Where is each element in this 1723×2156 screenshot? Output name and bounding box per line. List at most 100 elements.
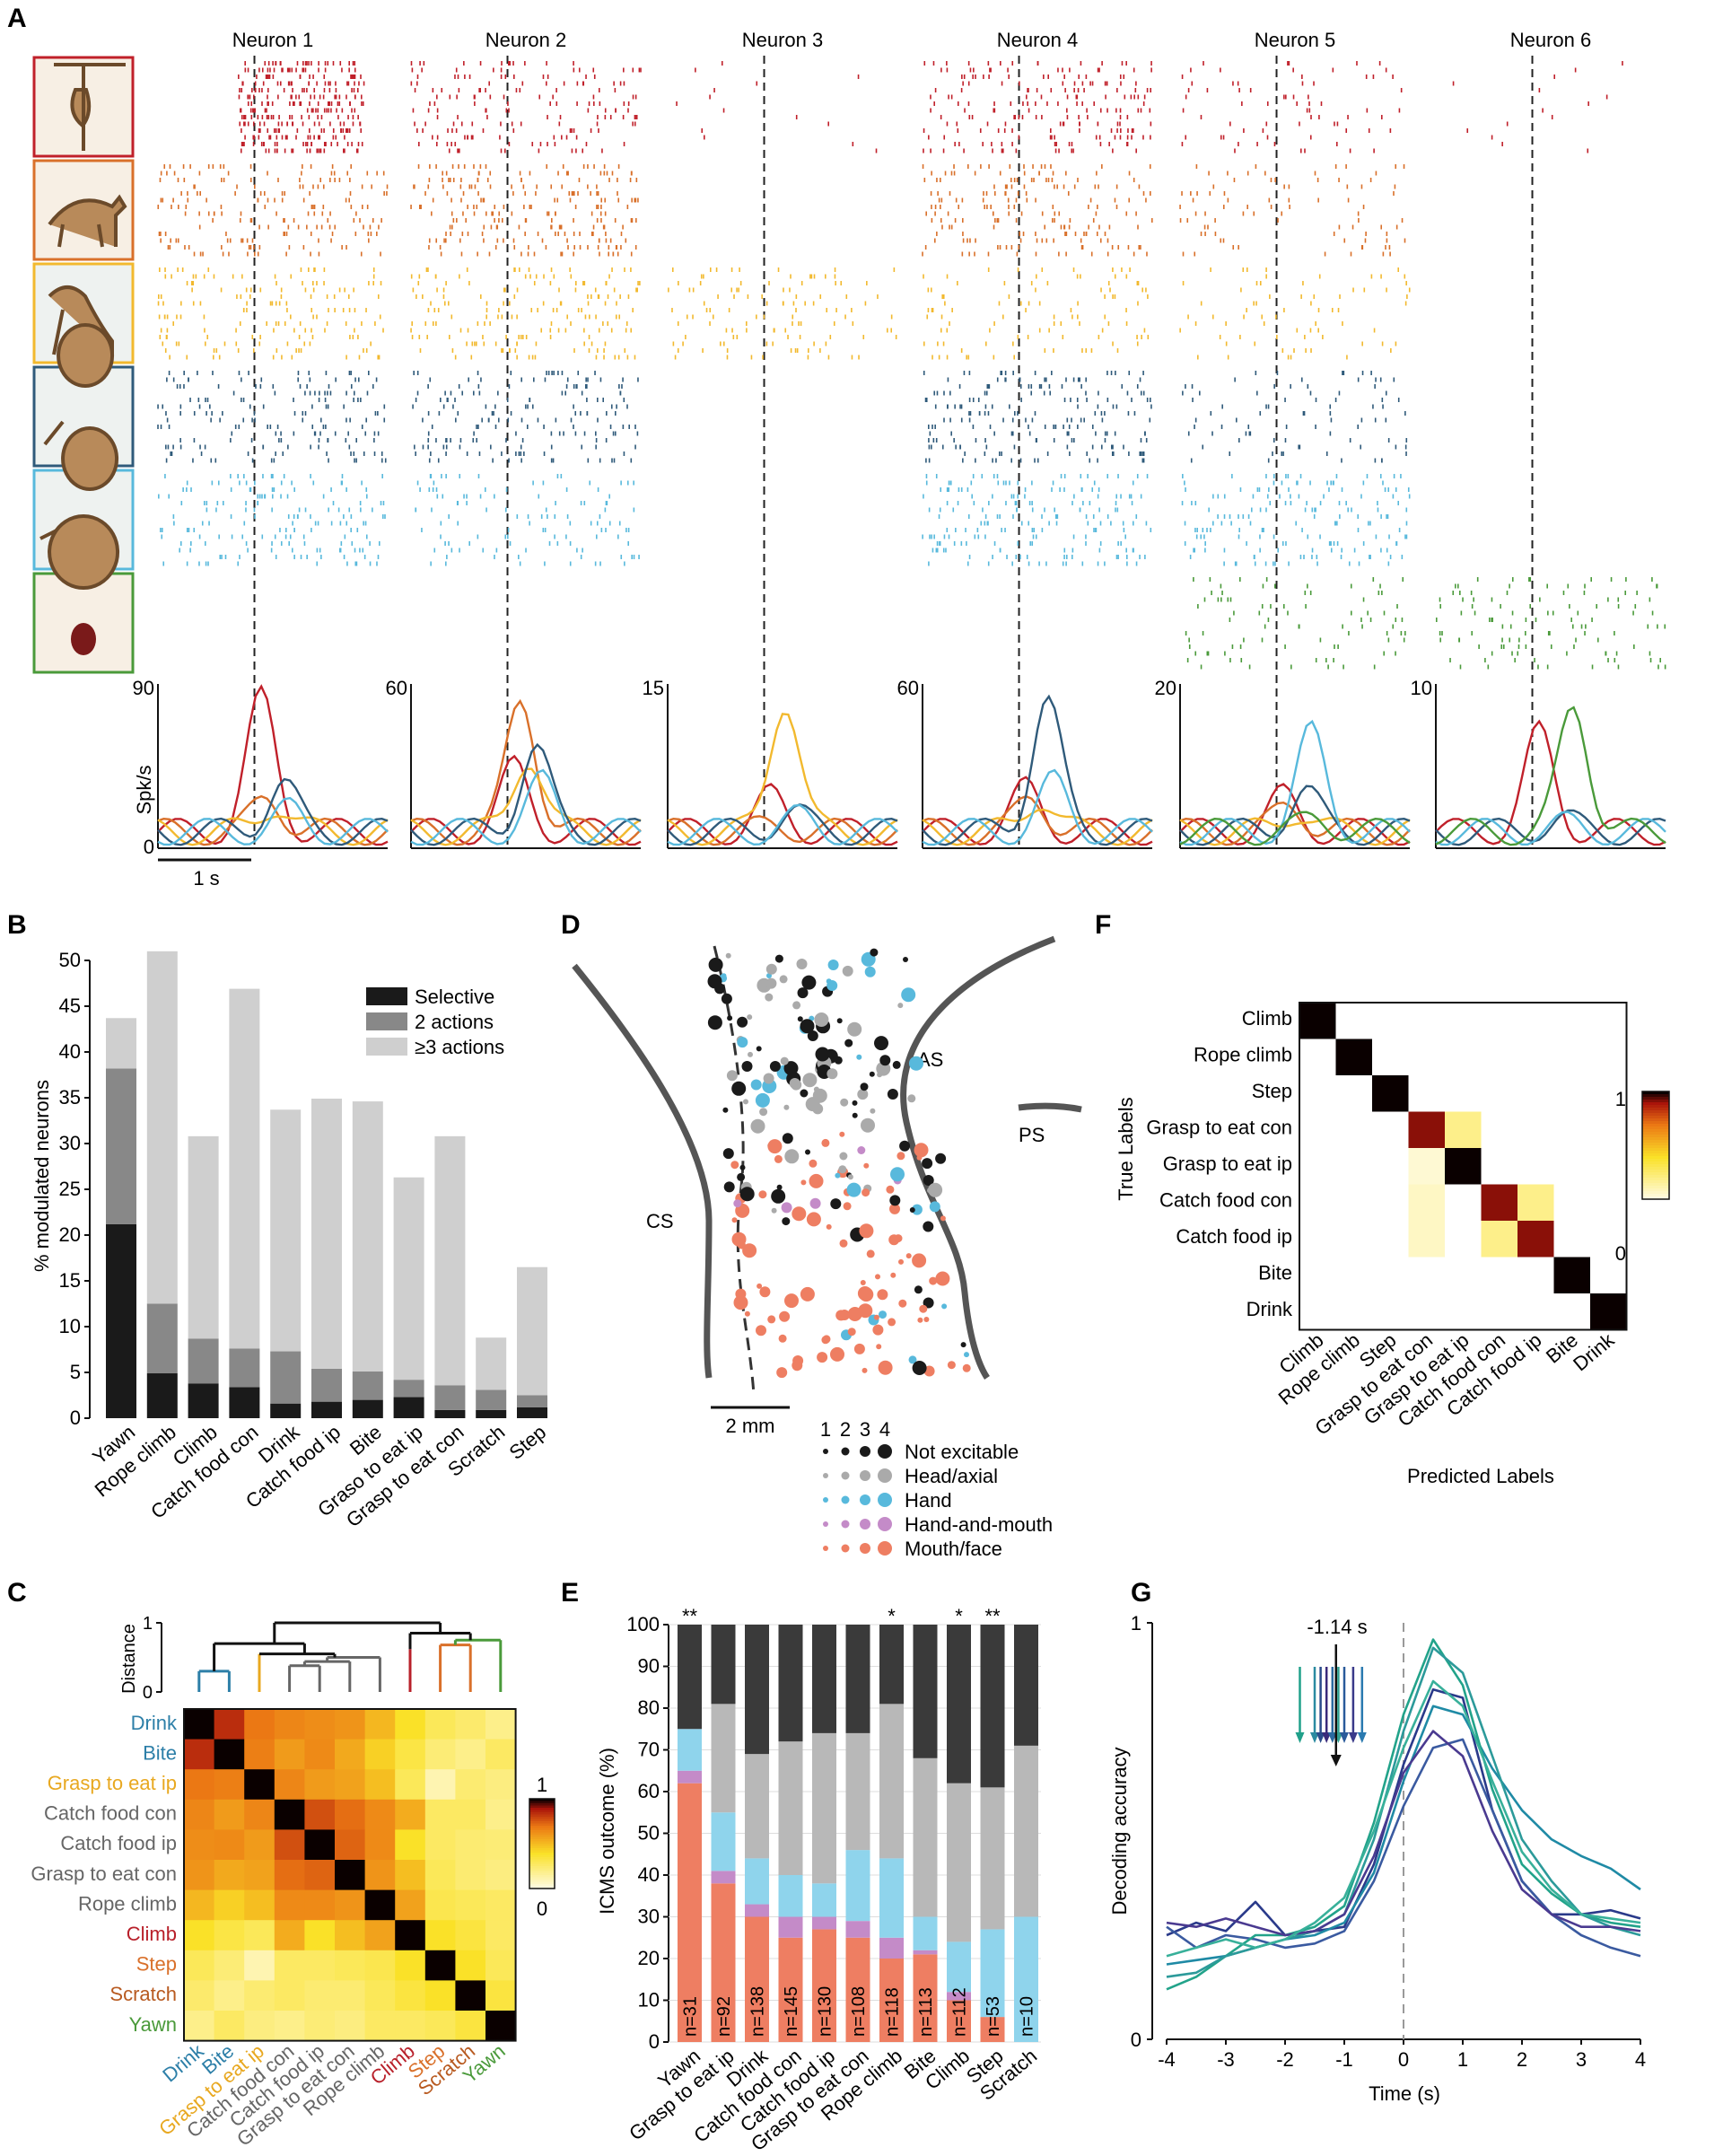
d-site-dot	[923, 1221, 934, 1232]
c-heat-cell	[184, 1799, 215, 1830]
e-significance-star: *	[955, 1605, 963, 1627]
c-heat-cell	[335, 1950, 366, 1981]
f-row-label: Step	[1252, 1080, 1292, 1102]
c-row-label: Bite	[143, 1741, 177, 1764]
f-row-label: Climb	[1242, 1007, 1292, 1030]
f-heat-cell	[1408, 1221, 1446, 1258]
e-n-label: n=108	[849, 1986, 869, 2037]
panel-letter-c: C	[7, 1578, 27, 1608]
f-colorbar-step	[1642, 1108, 1669, 1111]
c-heat-cell	[364, 1829, 396, 1861]
d-site-dot	[755, 1092, 770, 1108]
g-mean-onset-arrowhead	[1330, 1755, 1342, 1766]
d-site-dot	[759, 1108, 768, 1117]
psth-ymax-label: 60	[897, 677, 919, 699]
f-heat-cell	[1517, 1003, 1554, 1039]
d-site-dot	[809, 1173, 824, 1188]
d-site-dot	[827, 980, 838, 991]
d-site-dot	[756, 1325, 766, 1337]
f-colorbar-step	[1642, 1126, 1669, 1130]
f-colorbar-step	[1642, 1172, 1669, 1176]
c-colorbar: 10	[529, 1774, 555, 1920]
c-heat-cell	[424, 1799, 456, 1830]
d-site-dot	[765, 993, 774, 1002]
f-heat-cell	[1299, 1039, 1336, 1076]
c-row-label: Grasp to eat con	[31, 1862, 177, 1885]
f-colorbar-step	[1642, 1167, 1669, 1170]
d-site-dot	[733, 1199, 742, 1208]
f-heat-cell	[1445, 1111, 1482, 1149]
d-site-dot	[826, 1223, 832, 1230]
c-heat-cell	[395, 1860, 426, 1891]
c-heat-cell	[395, 1769, 426, 1801]
c-colorbar-step	[529, 1848, 555, 1851]
b-bar-segment	[146, 1303, 178, 1374]
f-colorbar-step	[1642, 1194, 1669, 1197]
c-heat-cell	[485, 1709, 517, 1740]
f-colorbar-step	[1642, 1094, 1669, 1098]
c-colorbar-step	[529, 1880, 555, 1882]
f-heat-cell	[1481, 1003, 1518, 1039]
g-onset-arrowhead	[1322, 1732, 1332, 1743]
b-bar-segment	[352, 1371, 383, 1400]
f-heat-cell	[1590, 1221, 1627, 1258]
b-legend: Selective 2 actions ≥3 actions	[366, 986, 504, 1058]
f-heat-cell	[1299, 1075, 1336, 1112]
neuron-title: Neuron 6	[1510, 29, 1592, 51]
f-heat-cell	[1553, 1003, 1591, 1039]
cs-sulcus-line	[572, 963, 713, 1379]
f-heat-cell	[1335, 1293, 1373, 1330]
c-heat-cell	[244, 1920, 276, 1951]
g-axes: -4 -3 -2 -1 0 1 2 3 4 0 1	[1131, 1612, 1646, 2071]
d-site-dot	[901, 987, 916, 1003]
d-site-dot	[748, 1051, 753, 1057]
f-heat-cell	[1445, 1075, 1482, 1112]
e-bar-segment	[947, 1625, 971, 1784]
e-bar-segment	[980, 1625, 1005, 1788]
d-site-dot	[800, 1089, 809, 1098]
f-colorbar-step	[1642, 1148, 1669, 1152]
d-site-dot	[731, 1217, 738, 1223]
g-y-tick-label: 1	[1131, 1612, 1141, 1635]
b-tick-label: 40	[59, 1040, 81, 1063]
f-heat-cell	[1590, 1039, 1627, 1076]
e-tick-label: 10	[638, 1989, 660, 2011]
e-tick-label: 30	[638, 1906, 660, 1928]
c-dendrogram	[197, 1621, 503, 1692]
d-legend-dot	[878, 1444, 892, 1459]
b-bar-segment	[393, 1380, 424, 1398]
d-site-dot	[779, 975, 788, 984]
g-x-tick-label: -1	[1335, 2048, 1353, 2071]
c-heat-cell	[304, 1709, 336, 1740]
c-heat-cell	[184, 1769, 215, 1801]
d-site-dot	[876, 1344, 882, 1350]
f-heat-cell	[1553, 1148, 1591, 1185]
climb-monkey-icon	[54, 63, 126, 151]
e-tick-label: 40	[638, 1863, 660, 1886]
c-heat-cell	[364, 1709, 396, 1740]
b-bar-segment	[106, 1223, 136, 1418]
f-colorbar-step	[1642, 1113, 1669, 1117]
c-colorbar-step	[529, 1830, 555, 1833]
c-heat-cell	[214, 1829, 245, 1861]
c-heat-cell	[304, 1829, 336, 1861]
d-site-dot	[721, 993, 732, 1004]
d-site-dot	[863, 1162, 870, 1169]
f-heat-cell	[1481, 1257, 1518, 1294]
f-heat-cell	[1408, 1003, 1446, 1039]
psth-curve	[157, 815, 389, 846]
f-heat-cell	[1372, 1039, 1409, 1076]
c-colorbar-step	[529, 1826, 555, 1828]
b-bar-segment	[188, 1383, 219, 1418]
c-colorbar-max: 1	[537, 1774, 547, 1796]
f-heat-cell	[1372, 1293, 1409, 1330]
f-heat-cell	[1445, 1184, 1482, 1222]
c-heat-cell	[485, 1920, 517, 1951]
g-accuracy-line	[1166, 1730, 1641, 1937]
f-heat-cell	[1372, 1111, 1409, 1149]
f-colorbar-step	[1642, 1129, 1669, 1133]
c-heat-cell	[184, 1889, 215, 1921]
panel-letter-d: D	[561, 910, 581, 940]
d-site-dot	[861, 1117, 875, 1133]
